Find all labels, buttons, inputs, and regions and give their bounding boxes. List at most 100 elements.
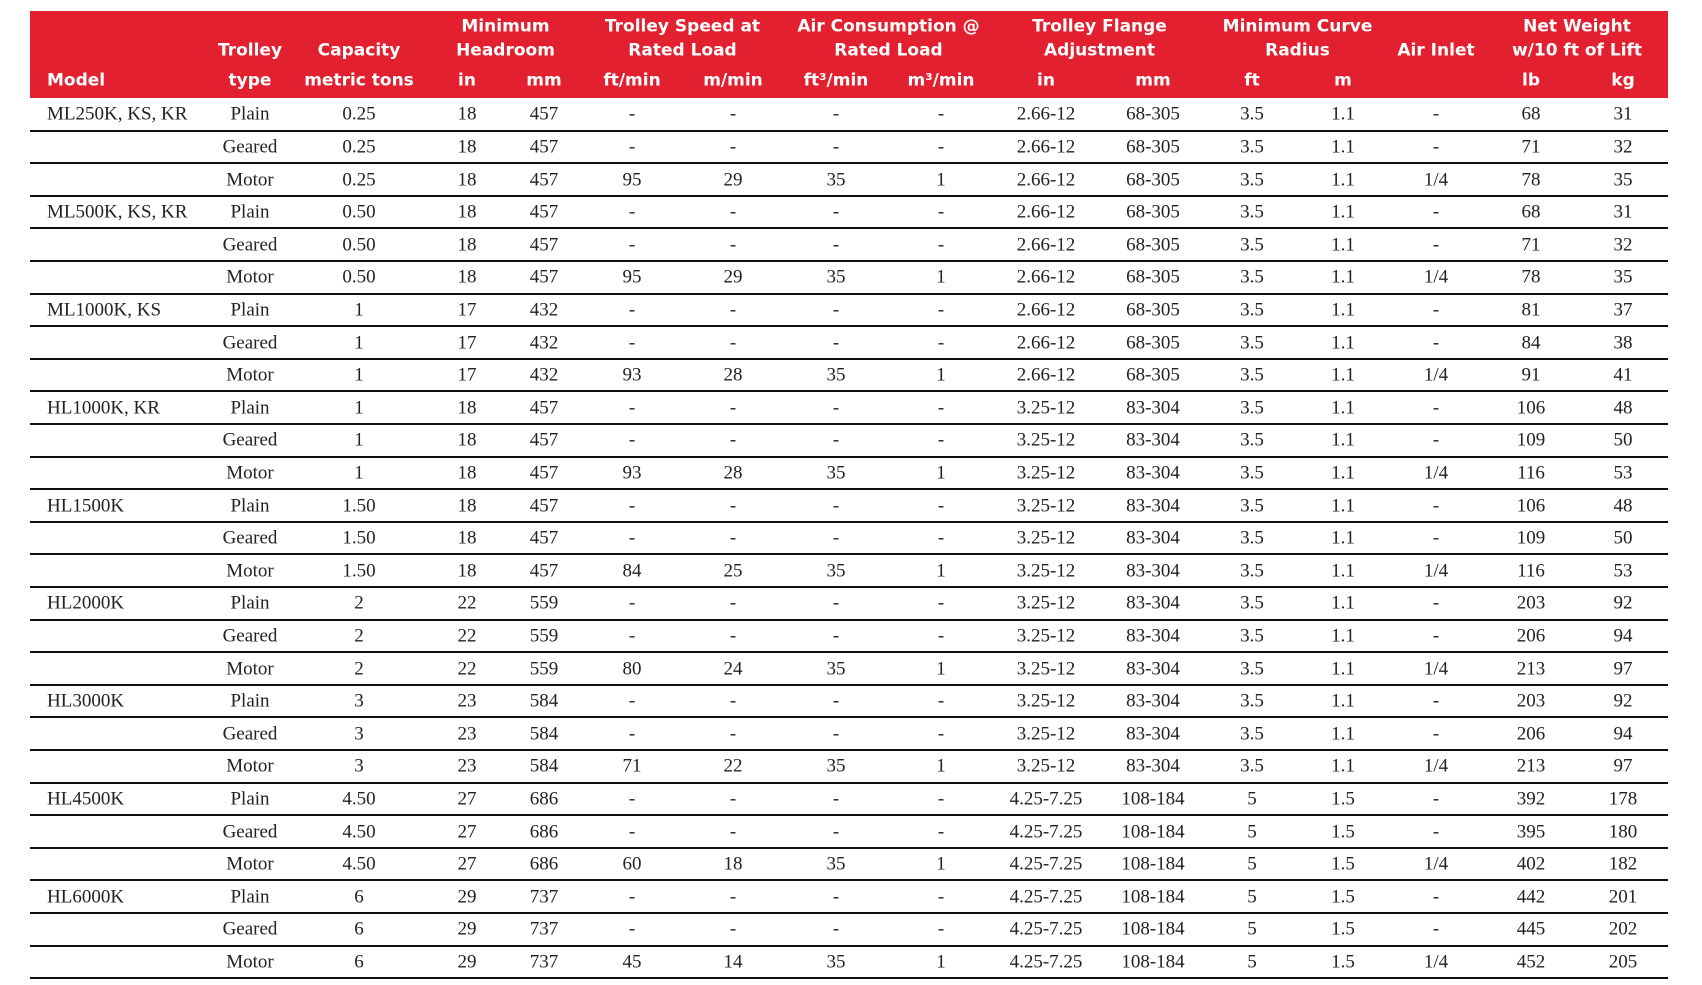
cell: 109 [1516,429,1546,451]
cell: 1 [354,299,364,321]
cell: 3.5 [1240,625,1264,647]
cell: 3.5 [1240,592,1264,614]
cell: 4.50 [342,788,376,810]
header-group: Trolley Speed at [604,16,761,37]
cell: 1.50 [342,527,376,549]
cell: 5 [1247,821,1257,842]
cell: 395 [1516,821,1546,842]
cell: 6 [354,886,364,908]
row-rule [30,716,1668,719]
cell: 402 [1516,853,1546,875]
cell: 5 [1247,918,1257,940]
cell: 3.25-12 [1016,429,1076,451]
cell: 31 [1613,103,1633,125]
cell: 83-304 [1126,527,1180,549]
cell: - [832,299,840,321]
cell: 50 [1613,527,1633,549]
cell: 1.5 [1331,951,1355,973]
cell: 2.66-12 [1016,364,1076,386]
cell: 3.5 [1240,429,1264,451]
cell: - [937,625,945,647]
cell: 3.25-12 [1016,690,1076,712]
cell: 35 [826,266,846,288]
cell: 108-184 [1121,821,1185,842]
cell: - [729,495,737,516]
cell: 1.1 [1331,723,1355,745]
cell: 3.5 [1240,527,1264,549]
cell: Geared [222,918,278,940]
cell: 1.1 [1331,136,1355,158]
cell: 0.50 [342,234,376,256]
cell: 1 [936,658,946,679]
cell: - [1432,527,1440,549]
cell: - [628,723,636,745]
cell: 3.5 [1240,560,1264,582]
cell: 35 [826,560,846,582]
row-rule [30,129,1668,132]
model-cell: HL4500K [47,788,125,810]
cell: 201 [1608,886,1638,908]
cell: 206 [1516,625,1546,647]
cell: 68 [1521,201,1541,223]
cell: 109 [1516,527,1546,549]
cell: 108-184 [1121,918,1185,940]
cell: - [937,527,945,549]
cell: 180 [1608,821,1638,842]
cell: 106 [1516,397,1546,419]
cell: 23 [457,690,477,712]
cell: 3.5 [1240,136,1264,158]
cell: 3.25-12 [1016,462,1076,484]
cell: - [832,788,840,810]
cell: - [832,397,840,419]
cell: 25 [723,560,743,582]
cell: 1 [936,169,946,190]
cell: 1.5 [1331,853,1355,875]
header-band [30,11,1668,98]
cell: 1 [936,755,946,777]
cell: 5 [1247,951,1257,973]
cell: 18 [723,853,743,875]
header-group: Rated Load [834,40,943,61]
cell: 2.66-12 [1016,332,1076,353]
cell: 1 [354,397,364,419]
cell: 457 [529,234,559,256]
cell: - [1432,332,1440,353]
cell: 18 [457,429,477,451]
cell: 97 [1613,755,1633,777]
cell: - [628,495,636,516]
cell: 3 [354,755,364,777]
cell: 0.25 [342,169,376,190]
cell: - [628,788,636,810]
cell: 95 [622,266,642,288]
cell: 1.1 [1331,364,1355,386]
cell: - [937,234,945,256]
header-unit: ft³/min [803,70,869,91]
cell: 22 [457,658,477,679]
cell: 3.5 [1240,169,1264,190]
cell: 3.5 [1240,201,1264,223]
cell: 1.1 [1331,592,1355,614]
cell: 1 [936,266,946,288]
cell: - [1432,592,1440,614]
model-cell: HL3000K [47,690,125,712]
cell: - [628,527,636,549]
cell: 0.50 [342,201,376,223]
cell: - [832,723,840,745]
cell: 584 [529,690,559,712]
cell: 83-304 [1126,429,1180,451]
cell: - [1432,886,1440,908]
cell: 32 [1613,136,1633,158]
cell: - [1432,299,1440,321]
header-group: Rated Load [628,40,737,61]
cell: - [1432,788,1440,810]
cell: Motor [226,853,274,875]
cell: 53 [1613,462,1633,484]
cell: - [937,201,945,223]
cell: 29 [457,918,477,940]
cell: 3.25-12 [1016,495,1076,516]
header-unit: lb [1522,70,1540,91]
header-unit: ft [1244,70,1260,91]
cell: - [1432,234,1440,256]
cell: 457 [529,201,559,223]
cell: 1.50 [342,560,376,582]
